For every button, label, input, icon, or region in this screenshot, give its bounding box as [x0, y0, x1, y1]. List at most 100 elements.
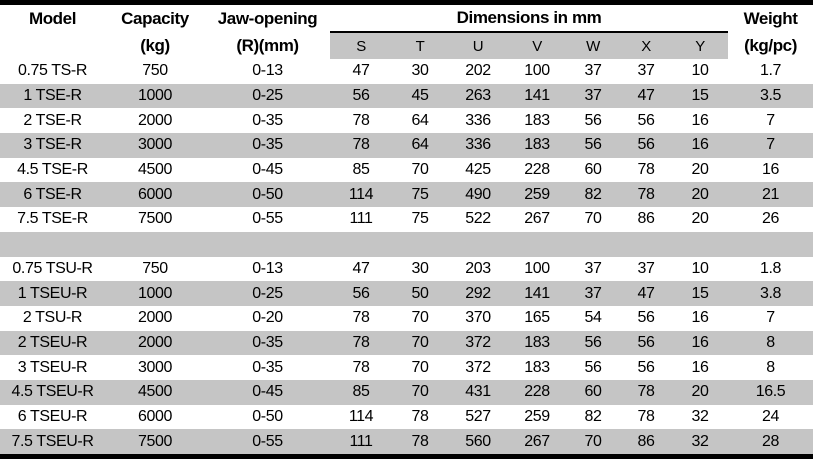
value-cell: 0-25 [252, 284, 283, 302]
value-cell: 32 [691, 407, 709, 425]
value-cell: 202 [465, 62, 491, 80]
value-cell: 7500 [138, 432, 172, 450]
value-cell [508, 232, 566, 257]
col-header-dim-y: Y [672, 32, 729, 59]
value-cell: 0-35 [252, 333, 283, 351]
value-cell: 56 [584, 333, 602, 351]
table-row: 7.5 TSEU-R 7500 0-55 111 78 560 267 70 86 32 28 [0, 429, 813, 457]
value-cell: 24 [762, 407, 780, 425]
value-cell: 70 [411, 383, 429, 401]
separator-row [0, 231, 813, 257]
value-cell: 560 [465, 432, 491, 450]
value-cell: 750 [142, 259, 168, 277]
value-cell: 372 [465, 333, 491, 351]
value-cell: 37 [584, 62, 602, 80]
value-cell: 26 [762, 210, 780, 228]
table-row: 2 TSU-R 2000 0-20 78 70 370 165 54 56 16 7 [0, 306, 813, 331]
value-cell: 56 [584, 136, 602, 154]
value-cell: 54 [584, 309, 602, 327]
value-cell: 183 [524, 358, 550, 376]
table-row: 3 TSE-R 3000 0-35 78 64 336 183 56 56 16 7 [0, 133, 813, 158]
value-cell: 8 [766, 333, 775, 351]
value-cell: 3.5 [760, 87, 782, 105]
value-cell: 20 [691, 185, 709, 203]
value-cell: 7 [766, 309, 775, 327]
value-cell: 85 [352, 161, 370, 179]
col-header-jaw-opening-unit: (R)(mm) [236, 35, 299, 55]
value-cell: 292 [465, 284, 491, 302]
value-cell: 82 [584, 407, 602, 425]
value-cell: 78 [637, 185, 655, 203]
value-cell: 7 [766, 111, 775, 129]
value-cell: 78 [637, 383, 655, 401]
model-cell: 1 TSE-R [23, 87, 82, 105]
value-cell: 70 [411, 333, 429, 351]
value-cell: 141 [524, 284, 550, 302]
value-cell: 0-55 [252, 432, 283, 450]
value-cell: 86 [637, 432, 655, 450]
value-cell: 32 [691, 432, 709, 450]
value-cell: 16.5 [755, 383, 786, 401]
value-cell: 78 [352, 309, 370, 327]
value-cell: 111 [349, 210, 373, 228]
value-cell: 70 [584, 432, 602, 450]
value-cell: 370 [465, 309, 491, 327]
value-cell: 60 [584, 383, 602, 401]
value-cell: 75 [411, 185, 429, 203]
value-cell: 56 [637, 358, 655, 376]
model-cell: 2 TSU-R [22, 309, 83, 327]
col-header-dim-u: U [448, 32, 508, 59]
value-cell: 16 [691, 333, 709, 351]
value-cell: 28 [762, 432, 780, 450]
model-cell: 6 TSE-R [23, 185, 82, 203]
value-cell: 165 [524, 309, 550, 327]
value-cell [620, 232, 672, 257]
model-cell: 7.5 TSE-R [17, 210, 88, 228]
col-header-dim-s: S [330, 32, 392, 59]
value-cell: 50 [411, 284, 429, 302]
value-cell: 75 [411, 210, 429, 228]
value-cell: 45 [411, 87, 429, 105]
value-cell: 228 [524, 161, 550, 179]
value-cell: 70 [411, 161, 429, 179]
value-cell: 56 [637, 111, 655, 129]
value-cell: 7 [766, 136, 775, 154]
value-cell [330, 232, 392, 257]
value-cell: 1.8 [760, 259, 782, 277]
value-cell: 70 [411, 358, 429, 376]
value-cell: 100 [524, 259, 550, 277]
value-cell [566, 232, 620, 257]
col-header-jaw-opening: Jaw-opening [217, 8, 318, 28]
value-cell: 56 [352, 284, 370, 302]
value-cell: 0-45 [252, 161, 283, 179]
col-header-weight-unit: (kg/pc) [744, 35, 798, 55]
value-cell: 522 [465, 210, 491, 228]
value-cell: 0-55 [252, 210, 283, 228]
model-cell: 4.5 TSE-R [17, 161, 88, 179]
header-row-2: (kg) (R)(mm) S T U V W X Y (kg/pc) [0, 32, 813, 59]
value-cell: 20 [691, 383, 709, 401]
model-cell: 6 TSEU-R [17, 407, 88, 425]
value-cell: 228 [524, 383, 550, 401]
table-body: 0.75 TS-R 750 0-13 47 30 202 100 37 37 10 1.7 1 TSE… [0, 59, 813, 457]
value-cell: 263 [465, 87, 491, 105]
table-row: 0.75 TS-R 750 0-13 47 30 202 100 37 37 10 1.7 [0, 59, 813, 84]
table-row: 4.5 TSE-R 4500 0-45 85 70 425 228 60 78 20 16 [0, 158, 813, 183]
value-cell [672, 232, 728, 257]
value-cell [392, 232, 448, 257]
table-row: 3 TSEU-R 3000 0-35 78 70 372 183 56 56 16 8 [0, 355, 813, 380]
value-cell: 0-20 [252, 309, 283, 327]
value-cell: 1000 [138, 87, 172, 105]
value-cell: 56 [637, 136, 655, 154]
value-cell: 78 [411, 407, 429, 425]
model-cell: 0.75 TS-R [17, 62, 88, 80]
value-cell: 0-35 [252, 136, 283, 154]
value-cell: 0-35 [252, 358, 283, 376]
value-cell: 0-50 [252, 407, 283, 425]
value-cell: 2000 [138, 333, 172, 351]
value-cell: 183 [524, 136, 550, 154]
header-row-1: Model Capacity Jaw-opening Dimensions in… [0, 2, 813, 33]
value-cell: 0-25 [252, 87, 283, 105]
value-cell: 0-45 [252, 383, 283, 401]
